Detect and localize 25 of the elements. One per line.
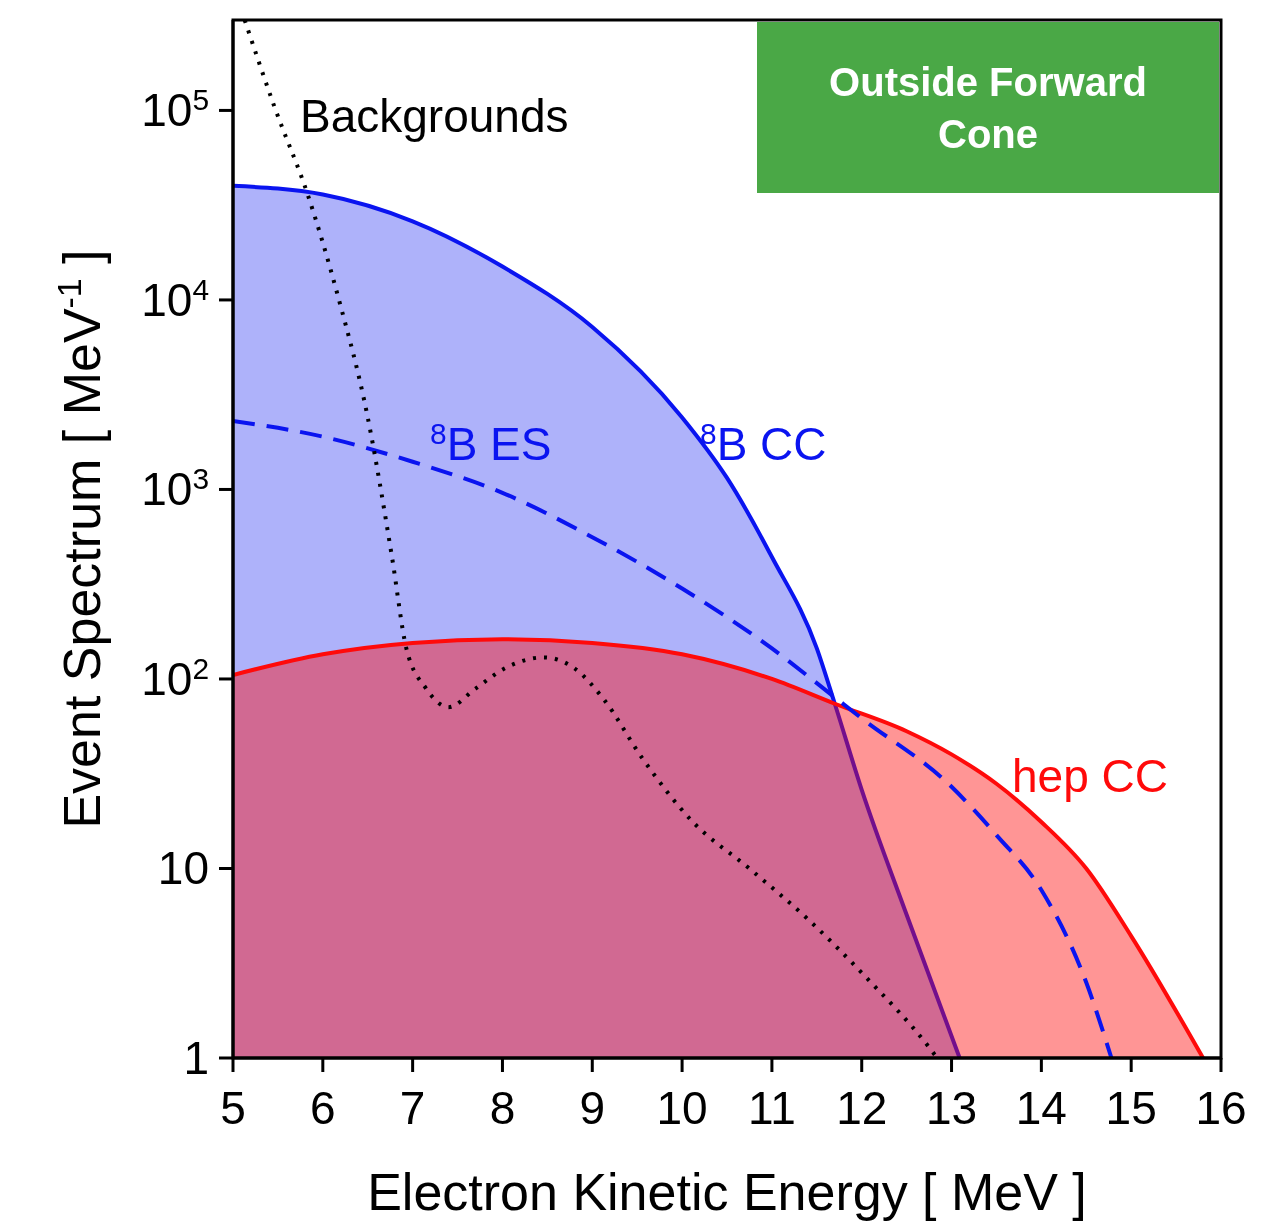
x-tick-label: 7 — [399, 1082, 426, 1134]
x-tick-label: 14 — [1015, 1082, 1067, 1134]
annotation: Outside Forward Cone — [828, 58, 1148, 158]
y-tick-label: 10 — [157, 842, 209, 895]
x-tick-label: 12 — [836, 1082, 888, 1134]
y-tick-label: 1 — [183, 1032, 209, 1084]
y-tick-label: 10$^{5}$ — [141, 82, 209, 137]
y-tick-label: 10$^{4}$ — [141, 272, 209, 326]
x-tick-label: 5 — [220, 1082, 246, 1134]
x-axis-title: Electron Kinetic Energy [ MeV ] — [367, 1163, 1087, 1221]
x-tick-label: 10 — [656, 1082, 708, 1134]
series-label: Backgrounds — [300, 90, 569, 142]
series-label: $^{8}$B ES — [430, 416, 552, 470]
x-tick-label: 6 — [310, 1082, 336, 1134]
x-tick-label: 9 — [579, 1082, 606, 1134]
y-tick-label: 10$^{2}$ — [141, 651, 209, 705]
y-tick-label: 10$^{3}$ — [141, 461, 209, 516]
series-label: $^{8}$B CC — [700, 416, 827, 470]
x-tick-label: 8 — [489, 1082, 516, 1134]
x-tick-label: 13 — [925, 1082, 978, 1134]
series-label: hep CC — [1012, 750, 1168, 802]
x-tick-label: 15 — [1105, 1082, 1157, 1134]
label-box: Outside Forward Cone — [757, 22, 1219, 193]
x-tick-label: 16 — [1195, 1082, 1247, 1134]
x-tick-label: 11 — [748, 1082, 796, 1134]
